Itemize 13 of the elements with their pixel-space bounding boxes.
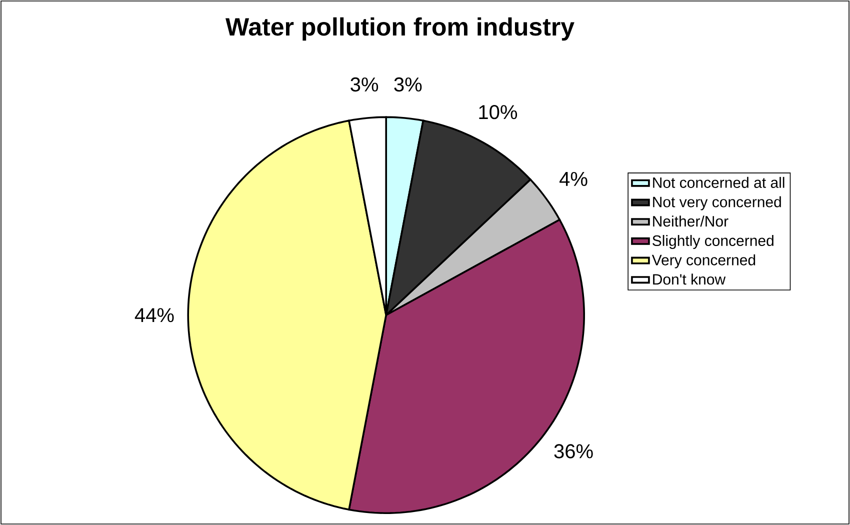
legend-label: Slightly concerned bbox=[652, 234, 774, 249]
data-label: 10% bbox=[479, 105, 518, 120]
legend-label: Neither/Nor bbox=[653, 216, 728, 227]
legend-label: Not concerned at all bbox=[653, 176, 784, 188]
legend-label: Not very concerned bbox=[653, 196, 781, 210]
legend-label: Very concerned bbox=[652, 254, 756, 268]
legend-label: Don't know bbox=[653, 274, 726, 285]
data-label: 44% bbox=[134, 308, 174, 322]
data-label: 36% bbox=[554, 444, 593, 458]
data-label: 3% bbox=[394, 77, 422, 92]
data-label: 4% bbox=[560, 172, 588, 186]
chart-title: Water pollution from industry bbox=[226, 17, 574, 41]
data-label: 3% bbox=[350, 77, 378, 92]
